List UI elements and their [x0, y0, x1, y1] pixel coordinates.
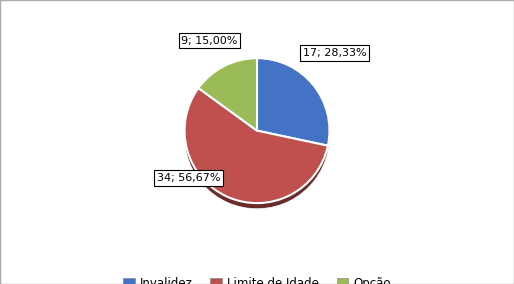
Legend: Invalidez, Limite de Idade, Opção: Invalidez, Limite de Idade, Opção — [119, 272, 395, 284]
Wedge shape — [198, 58, 257, 131]
Wedge shape — [185, 94, 328, 209]
Wedge shape — [185, 88, 328, 203]
Text: 34; 56,67%: 34; 56,67% — [157, 173, 220, 183]
Wedge shape — [198, 64, 257, 136]
Text: 9; 15,00%: 9; 15,00% — [181, 36, 237, 46]
Wedge shape — [257, 58, 329, 146]
Text: 17; 28,33%: 17; 28,33% — [303, 48, 366, 58]
Wedge shape — [257, 64, 329, 151]
